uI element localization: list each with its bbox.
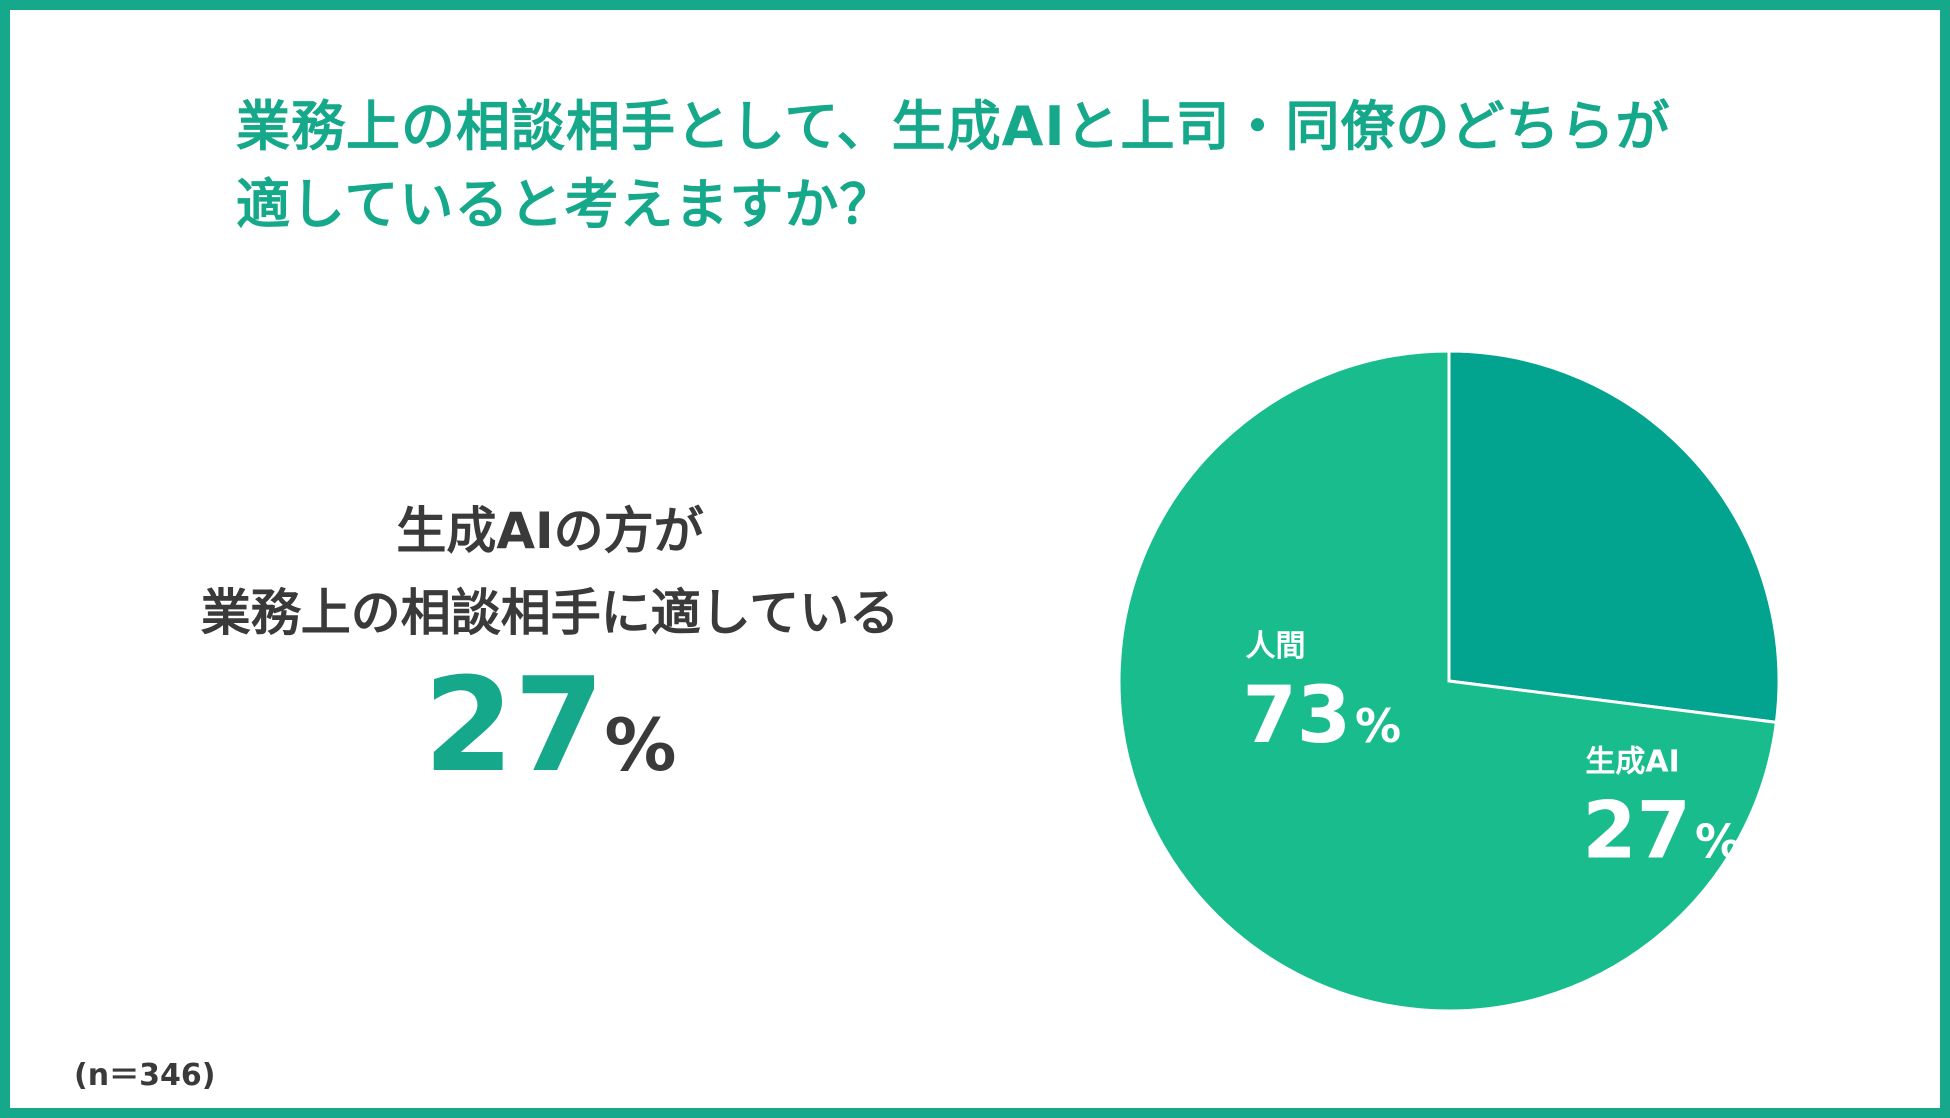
pie-slice-value: 27% — [1582, 787, 1741, 877]
pie-slice-value: 73% — [1243, 671, 1402, 761]
key-finding-line: 生成AIの方が — [396, 502, 704, 560]
key-finding-line: 業務上の相談相手に適している — [200, 584, 900, 642]
pie-slice-label: 生成AI — [1585, 745, 1679, 780]
pie-chart: 生成AI 27% 人間 73% — [1117, 349, 1781, 1013]
pie-slice — [1447, 349, 1781, 725]
chart-title-line: 適していると考えますか？ — [236, 173, 895, 236]
pie-slice-label: 人間 — [1246, 629, 1306, 664]
pie-slice — [1117, 349, 1779, 1013]
key-finding: 生成AIの方が 業務上の相談相手に適している 27% — [120, 490, 980, 830]
key-finding-number: 27 — [423, 649, 605, 801]
chart-title: 業務上の相談相手として、生成AIと上司・同僚のどちらが 適していると考えますか？ — [236, 88, 1836, 244]
key-finding-value: 27% — [120, 660, 980, 830]
sample-size-note: (n＝346) — [74, 1058, 216, 1093]
key-finding-unit: % — [604, 703, 677, 787]
chart-title-line: 業務上の相談相手として、生成AIと上司・同僚のどちらが — [236, 95, 1671, 158]
